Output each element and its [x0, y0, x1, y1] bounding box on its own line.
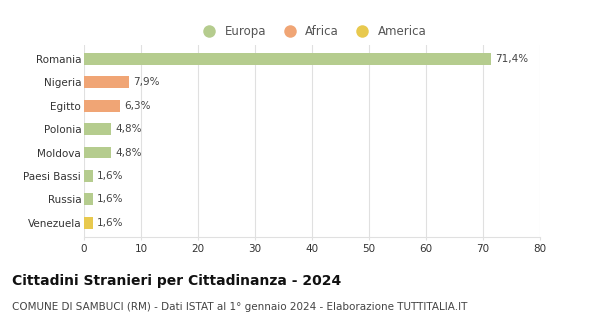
Bar — [84, 123, 112, 135]
Text: 7,9%: 7,9% — [133, 77, 160, 87]
Text: 6,3%: 6,3% — [124, 101, 151, 111]
Bar — [84, 170, 93, 182]
Text: 1,6%: 1,6% — [97, 194, 124, 204]
Text: 4,8%: 4,8% — [115, 124, 142, 134]
Text: Cittadini Stranieri per Cittadinanza - 2024: Cittadini Stranieri per Cittadinanza - 2… — [12, 274, 341, 288]
Text: 1,6%: 1,6% — [97, 171, 124, 181]
Bar — [84, 194, 93, 205]
Bar — [84, 147, 112, 158]
Bar — [84, 100, 120, 112]
Bar — [84, 76, 129, 88]
Text: 71,4%: 71,4% — [495, 54, 528, 64]
Legend: Europa, Africa, America: Europa, Africa, America — [193, 20, 431, 43]
Text: 4,8%: 4,8% — [115, 148, 142, 157]
Bar — [84, 53, 491, 65]
Bar — [84, 217, 93, 228]
Text: COMUNE DI SAMBUCI (RM) - Dati ISTAT al 1° gennaio 2024 - Elaborazione TUTTITALIA: COMUNE DI SAMBUCI (RM) - Dati ISTAT al 1… — [12, 302, 467, 312]
Text: 1,6%: 1,6% — [97, 218, 124, 228]
